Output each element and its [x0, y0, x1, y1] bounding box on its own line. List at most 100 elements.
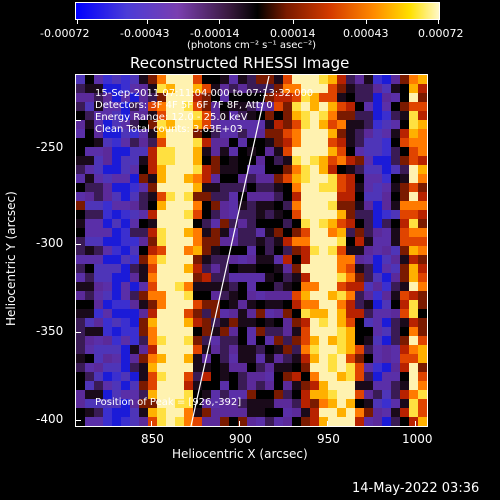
heatmap-cell	[103, 273, 112, 282]
heatmap-cell	[238, 237, 247, 246]
heatmap-cell	[364, 390, 373, 399]
heatmap-cell	[355, 156, 364, 165]
heatmap-cell	[373, 282, 382, 291]
heatmap-cell	[247, 93, 256, 102]
heatmap-cell	[319, 363, 328, 372]
heatmap-cell	[238, 210, 247, 219]
heatmap-cell	[265, 354, 274, 363]
heatmap-cell	[193, 318, 202, 327]
heatmap-cell	[220, 84, 229, 93]
heatmap-cell	[103, 318, 112, 327]
heatmap-cell	[274, 246, 283, 255]
heatmap-cell	[184, 201, 193, 210]
heatmap-cell	[76, 84, 85, 93]
heatmap-cell	[157, 282, 166, 291]
heatmap-cell	[409, 147, 418, 156]
heatmap-cell	[256, 228, 265, 237]
heatmap-cell	[409, 93, 418, 102]
heatmap-cell	[211, 246, 220, 255]
heatmap-cell	[166, 255, 175, 264]
heatmap-cell	[166, 318, 175, 327]
heatmap-cell	[256, 273, 265, 282]
heatmap-cell	[265, 327, 274, 336]
heatmap-cell	[112, 120, 121, 129]
heatmap-cell	[193, 372, 202, 381]
heatmap-cell	[130, 399, 139, 408]
heatmap-cell	[220, 147, 229, 156]
heatmap-cell	[103, 156, 112, 165]
heatmap-cell	[328, 318, 337, 327]
heatmap-cell	[346, 354, 355, 363]
heatmap-cell	[274, 354, 283, 363]
heatmap-cell	[418, 102, 427, 111]
heatmap-cell	[265, 336, 274, 345]
footer-timestamp: 14-May-2022 03:36	[352, 481, 480, 496]
heatmap-cell	[328, 228, 337, 237]
heatmap-cell	[139, 165, 148, 174]
heatmap-cell	[166, 390, 175, 399]
heatmap-cell	[229, 102, 238, 111]
heatmap-cell	[247, 228, 256, 237]
heatmap-cell	[121, 237, 130, 246]
heatmap-cell	[364, 327, 373, 336]
heatmap-cell	[130, 345, 139, 354]
heatmap-cell	[301, 84, 310, 93]
heatmap-cell	[310, 399, 319, 408]
heatmap-cell	[184, 381, 193, 390]
heatmap-cell	[103, 417, 112, 426]
heatmap-cell	[346, 183, 355, 192]
heatmap-cell	[247, 291, 256, 300]
heatmap-cell	[85, 363, 94, 372]
heatmap-cell	[130, 120, 139, 129]
heatmap-cell	[139, 354, 148, 363]
heatmap-cell	[373, 264, 382, 273]
heatmap-cell	[391, 417, 400, 426]
heatmap-cell	[346, 102, 355, 111]
heatmap-cell	[76, 327, 85, 336]
heatmap-cell	[175, 264, 184, 273]
heatmap-cell	[373, 201, 382, 210]
heatmap-cell	[94, 219, 103, 228]
heatmap-cell	[193, 363, 202, 372]
heatmap-cell	[139, 309, 148, 318]
heatmap-cell	[337, 408, 346, 417]
heatmap-cell	[409, 327, 418, 336]
heatmap-cell	[382, 120, 391, 129]
heatmap-cell	[247, 354, 256, 363]
heatmap-cell	[229, 363, 238, 372]
heatmap-cell	[229, 273, 238, 282]
heatmap-cell	[211, 327, 220, 336]
heatmap-cell	[265, 291, 274, 300]
y-tick-label: -350	[36, 324, 64, 338]
heatmap-cell	[130, 408, 139, 417]
heatmap-cell	[139, 237, 148, 246]
heatmap-cell	[292, 390, 301, 399]
heatmap-cell	[121, 210, 130, 219]
heatmap-cell	[238, 228, 247, 237]
heatmap-cell	[157, 129, 166, 138]
heatmap-cell	[103, 246, 112, 255]
heatmap-cell	[274, 237, 283, 246]
heatmap-cell	[139, 228, 148, 237]
heatmap-cell	[346, 174, 355, 183]
heatmap-cell	[94, 417, 103, 426]
heatmap-cell	[265, 282, 274, 291]
heatmap-cell	[184, 291, 193, 300]
heatmap-cell	[400, 183, 409, 192]
heatmap-cell	[121, 228, 130, 237]
heatmap-cell	[247, 219, 256, 228]
heatmap-cell	[409, 138, 418, 147]
heatmap-cell	[103, 183, 112, 192]
heatmap-cell	[175, 192, 184, 201]
heatmap-cell	[103, 93, 112, 102]
heatmap-cell	[373, 228, 382, 237]
heatmap-cell	[130, 390, 139, 399]
heatmap-cell	[364, 174, 373, 183]
heatmap-cell	[373, 390, 382, 399]
heatmap-cell	[202, 120, 211, 129]
heatmap-cell	[94, 381, 103, 390]
heatmap-cell	[220, 219, 229, 228]
heatmap-cell	[175, 246, 184, 255]
heatmap-cell	[301, 219, 310, 228]
heatmap-cell	[382, 138, 391, 147]
